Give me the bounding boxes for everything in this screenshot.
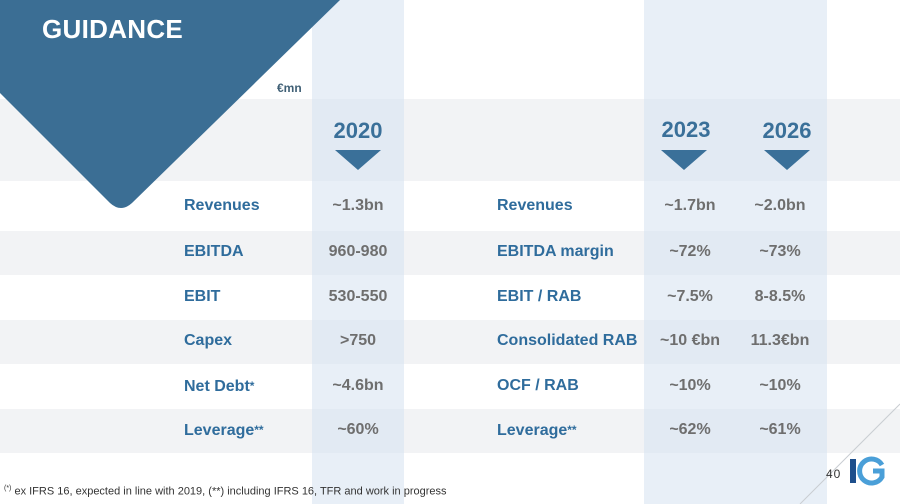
- row-label: Revenues: [497, 197, 573, 214]
- row-value: ~60%: [337, 421, 379, 438]
- page-title: GUIDANCE: [42, 14, 184, 44]
- year-2023: 2023: [661, 117, 711, 142]
- footnote-mark: **: [254, 423, 264, 437]
- currency-unit: €mn: [277, 81, 302, 95]
- row-label: Net Debt*: [184, 378, 255, 395]
- footnote-mark: *: [249, 379, 255, 393]
- row-label: EBIT / RAB: [497, 288, 582, 305]
- page-number: 40: [826, 467, 842, 481]
- row-label: Capex: [184, 332, 233, 349]
- row-label: Leverage**: [497, 422, 577, 439]
- row-value: 530-550: [328, 288, 388, 305]
- row-value: ~4.6bn: [332, 377, 384, 394]
- column-highlight-2020: [312, 0, 404, 504]
- footnote-mark-2: (**): [208, 485, 225, 498]
- footnote-mark-1: (*): [4, 485, 12, 492]
- row-value-2026: ~10%: [759, 377, 801, 394]
- year-2026: 2026: [762, 118, 812, 143]
- arrow-down-icon: [335, 150, 381, 170]
- row-value-2026: ~61%: [759, 421, 801, 438]
- row-label: Consolidated RAB: [497, 332, 638, 349]
- row-label: EBIT: [184, 288, 221, 305]
- row-label: Revenues: [184, 197, 260, 214]
- row-label: EBITDA margin: [497, 243, 614, 260]
- row-value-2023: ~72%: [669, 243, 711, 260]
- row-label: EBITDA: [184, 243, 244, 260]
- row-value: ~1.3bn: [332, 197, 384, 214]
- footnote-mark: **: [567, 423, 577, 437]
- year-2020: 2020: [333, 118, 383, 143]
- row-value-2026: ~73%: [759, 243, 801, 260]
- row-value-2026: 11.3€bn: [750, 332, 810, 349]
- company-logo: [850, 456, 885, 486]
- row-value-2023: ~62%: [669, 421, 711, 438]
- arrow-down-icon: [764, 150, 810, 170]
- row-value-2026: ~2.0bn: [754, 197, 806, 214]
- row-value: >750: [339, 332, 377, 349]
- footnote: (*) ex IFRS 16, expected in line with 20…: [4, 485, 447, 498]
- row-value-2023: ~10%: [669, 377, 711, 394]
- column-highlight-2023-2026: [644, 0, 827, 504]
- arrow-down-icon: [661, 150, 707, 170]
- row-label: OCF / RAB: [497, 377, 579, 394]
- row-value: 960-980: [328, 243, 388, 260]
- row-label: Leverage**: [184, 422, 264, 439]
- row-value-2026: 8-8.5%: [754, 288, 806, 305]
- row-value-2023: ~10 €bn: [659, 332, 721, 349]
- row-value-2023: ~7.5%: [667, 288, 713, 305]
- row-value-2023: ~1.7bn: [664, 197, 716, 214]
